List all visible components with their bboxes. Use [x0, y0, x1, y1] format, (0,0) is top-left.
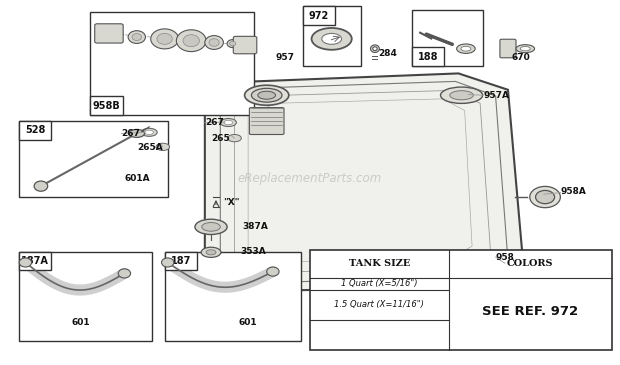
Bar	[165, 251, 301, 341]
Text: COLORS: COLORS	[507, 259, 554, 268]
Text: 528: 528	[25, 125, 45, 135]
Ellipse shape	[176, 30, 206, 51]
Text: 958A: 958A	[560, 187, 587, 196]
Ellipse shape	[520, 46, 530, 51]
Ellipse shape	[156, 143, 170, 150]
FancyBboxPatch shape	[249, 108, 284, 135]
Ellipse shape	[162, 258, 174, 267]
Bar	[19, 121, 51, 139]
Bar	[310, 250, 612, 350]
Ellipse shape	[529, 187, 560, 208]
Ellipse shape	[201, 247, 221, 257]
Text: 958B: 958B	[92, 101, 120, 111]
Ellipse shape	[205, 36, 223, 49]
Ellipse shape	[450, 91, 473, 100]
Text: 1.5 Quart (X=11/16"): 1.5 Quart (X=11/16")	[335, 300, 424, 309]
Text: 188: 188	[418, 52, 438, 62]
Ellipse shape	[157, 33, 172, 45]
Ellipse shape	[229, 41, 236, 46]
Ellipse shape	[202, 223, 220, 231]
Ellipse shape	[311, 28, 352, 50]
Bar	[412, 47, 445, 66]
Ellipse shape	[486, 258, 505, 267]
Ellipse shape	[267, 267, 279, 276]
Ellipse shape	[206, 250, 216, 255]
Ellipse shape	[228, 135, 241, 142]
Text: 972: 972	[309, 11, 329, 20]
Text: 187A: 187A	[22, 256, 49, 266]
Ellipse shape	[252, 88, 282, 102]
Ellipse shape	[441, 87, 482, 103]
Text: 957: 957	[276, 53, 295, 62]
Text: 284: 284	[378, 49, 397, 58]
Bar	[91, 96, 123, 115]
Ellipse shape	[34, 181, 48, 191]
Ellipse shape	[456, 44, 475, 53]
Text: 958: 958	[495, 253, 515, 262]
Text: 601: 601	[239, 318, 257, 327]
Ellipse shape	[151, 29, 179, 49]
Ellipse shape	[132, 34, 141, 41]
Text: 265A: 265A	[137, 143, 162, 153]
Ellipse shape	[220, 119, 236, 127]
Ellipse shape	[322, 34, 342, 44]
Ellipse shape	[373, 47, 377, 51]
Bar	[412, 10, 483, 66]
Ellipse shape	[516, 45, 534, 53]
Ellipse shape	[183, 35, 200, 47]
Bar	[303, 6, 361, 66]
Text: 670: 670	[511, 53, 530, 62]
Text: 187: 187	[170, 256, 191, 266]
Ellipse shape	[209, 39, 219, 46]
Text: "X": "X"	[223, 198, 240, 207]
Text: eReplacementParts.com: eReplacementParts.com	[238, 172, 382, 185]
Bar	[165, 251, 197, 270]
Text: SEE REF. 972: SEE REF. 972	[482, 305, 578, 318]
Ellipse shape	[536, 191, 555, 204]
FancyBboxPatch shape	[233, 36, 257, 54]
FancyBboxPatch shape	[500, 39, 516, 58]
Ellipse shape	[195, 219, 227, 234]
FancyBboxPatch shape	[95, 24, 123, 43]
Text: 353A: 353A	[241, 247, 267, 256]
Ellipse shape	[244, 85, 289, 105]
Ellipse shape	[141, 128, 157, 136]
Text: TANK SIZE: TANK SIZE	[348, 259, 410, 268]
Ellipse shape	[118, 269, 131, 278]
Text: 265: 265	[211, 134, 230, 143]
Ellipse shape	[224, 120, 232, 125]
Ellipse shape	[145, 130, 154, 135]
Bar	[303, 6, 335, 25]
Ellipse shape	[480, 255, 511, 270]
Bar	[19, 251, 51, 270]
Ellipse shape	[128, 31, 146, 43]
Text: 267: 267	[122, 129, 140, 138]
Text: 1 Quart (X=5/16"): 1 Quart (X=5/16")	[341, 279, 418, 288]
Ellipse shape	[129, 130, 144, 137]
Ellipse shape	[461, 46, 471, 51]
Bar	[19, 251, 153, 341]
PathPatch shape	[205, 73, 523, 292]
Text: 601A: 601A	[125, 174, 150, 183]
Bar	[19, 121, 168, 197]
Ellipse shape	[371, 45, 379, 53]
Text: 387A: 387A	[242, 222, 268, 231]
Text: 601: 601	[72, 318, 91, 327]
Text: 957A: 957A	[483, 91, 509, 100]
Ellipse shape	[258, 91, 275, 99]
Ellipse shape	[19, 258, 32, 267]
Ellipse shape	[227, 39, 238, 47]
Bar	[91, 12, 254, 115]
Text: 267: 267	[205, 118, 224, 127]
